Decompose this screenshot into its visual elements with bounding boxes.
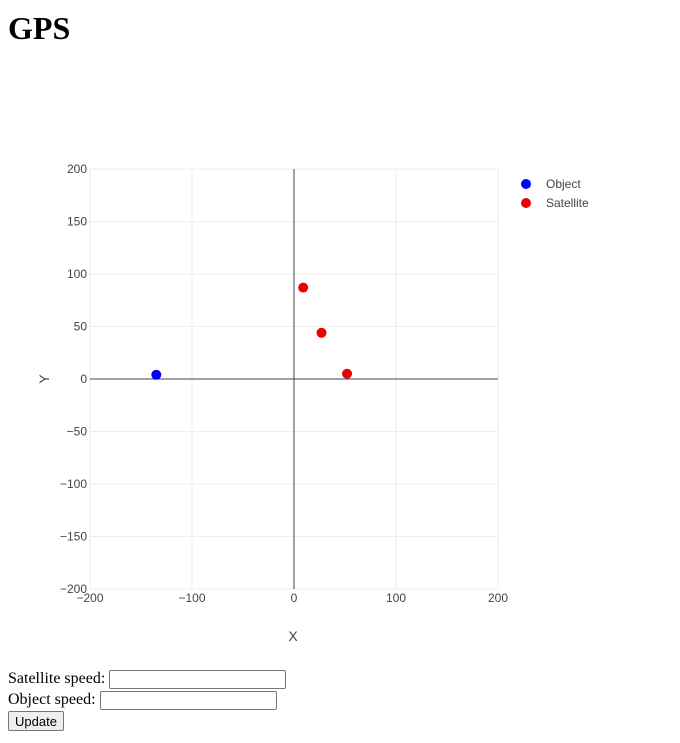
y-tick-label: 200 [67,162,87,176]
x-tick-label: 0 [291,591,298,605]
y-tick-label: −200 [60,582,87,596]
page-title: GPS [8,10,71,46]
y-tick-label: 150 [67,215,87,229]
object-legend-label[interactable]: Object [546,177,581,191]
zero-lines [90,169,498,589]
y-tick-label: −100 [60,477,87,491]
update-button[interactable]: Update [8,711,64,731]
legend: Object Satellite [521,177,589,210]
satellite-speed-label: Satellite speed: [8,670,106,687]
satellite-point[interactable] [342,368,353,379]
x-tick-label: 200 [488,591,508,605]
y-tick-label: −50 [67,425,88,439]
x-tick-label: −200 [76,591,103,605]
y-tick-label: 50 [74,320,88,334]
satellite-speed-row: Satellite speed: [8,668,287,689]
data-points [151,282,353,380]
object-speed-label: Object speed: [8,691,96,708]
satellite-point[interactable] [316,327,327,338]
y-tick-labels: −200 −150 −100 −50 0 50 100 150 200 [60,162,87,596]
y-tick-label: 100 [67,267,87,281]
x-tick-labels: −200 −100 0 100 200 [76,591,508,605]
y-tick-label: −150 [60,530,87,544]
y-tick-label: 0 [80,372,87,386]
object-legend-marker[interactable] [521,179,531,189]
satellite-point[interactable] [298,282,309,293]
satellite-legend-marker[interactable] [521,198,531,208]
speed-controls: Satellite speed: Object speed: Update [8,668,287,732]
x-tick-label: 100 [386,591,406,605]
gps-scatter-chart: −200 −100 0 100 200 −200 −150 −100 −50 0 50 100 150… [36,162,589,644]
object-point[interactable] [151,369,162,380]
object-speed-row: Object speed: [8,689,286,710]
y-axis-title: Y [36,374,52,384]
satellite-legend-label[interactable]: Satellite [546,196,589,210]
x-axis-title: X [288,628,298,644]
object-speed-input[interactable] [99,690,277,710]
satellite-speed-input[interactable] [109,669,287,689]
x-tick-label: −100 [178,591,205,605]
